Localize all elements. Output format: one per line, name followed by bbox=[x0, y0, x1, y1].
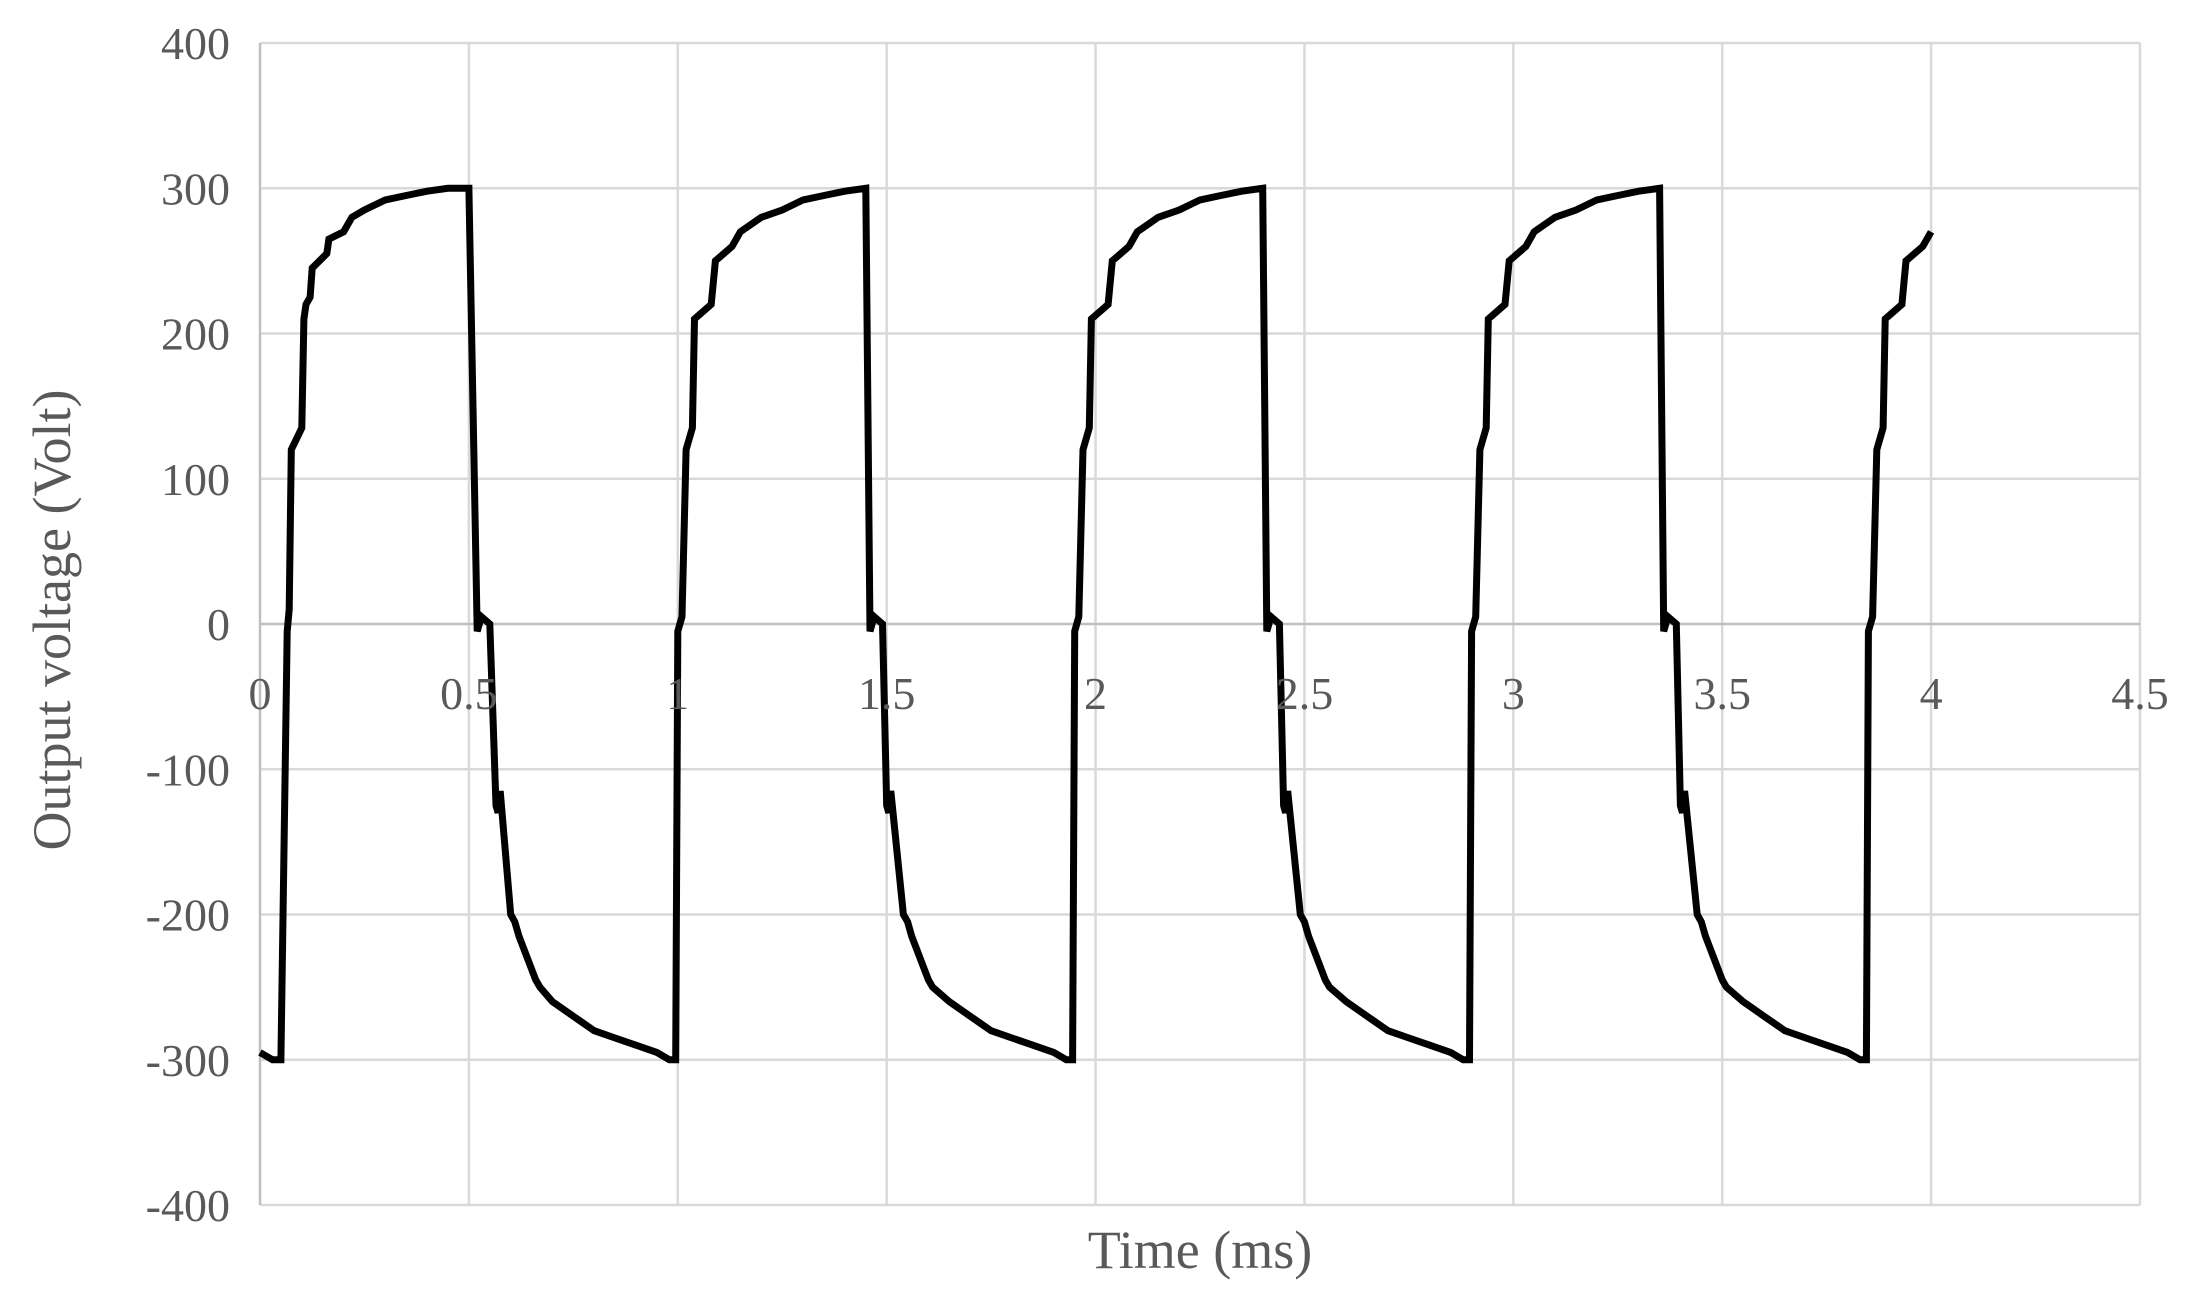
x-tick-label: 1.5 bbox=[858, 668, 916, 719]
y-tick-label: 200 bbox=[161, 309, 230, 360]
x-tick-label: 3 bbox=[1502, 668, 1525, 719]
y-tick-label: -300 bbox=[146, 1035, 230, 1086]
y-tick-label: -400 bbox=[146, 1180, 230, 1231]
x-tick-label: 2 bbox=[1084, 668, 1107, 719]
y-tick-label: 0 bbox=[207, 599, 230, 650]
series-group bbox=[258, 184, 1935, 1064]
y-tick-label: 300 bbox=[161, 163, 230, 214]
x-tick-label: 0.5 bbox=[440, 668, 498, 719]
x-tick-label: 3.5 bbox=[1693, 668, 1751, 719]
x-axis-title: Time (ms) bbox=[1088, 1220, 1313, 1280]
x-tick-label: 4 bbox=[1920, 668, 1943, 719]
x-tick-label: 0 bbox=[249, 668, 272, 719]
x-tick-label: 1 bbox=[666, 668, 689, 719]
x-tick-label: 4.5 bbox=[2111, 668, 2169, 719]
y-tick-label: 100 bbox=[161, 454, 230, 505]
y-axis-title: Output voltage (Volt) bbox=[22, 390, 82, 851]
x-tick-labels: 0 0.5 1 1.5 2 2.5 3 3.5 4 4.5 bbox=[249, 668, 2169, 719]
axes bbox=[258, 43, 2140, 1205]
y-tick-labels: 400 300 200 100 0 -100 -200 -300 -400 bbox=[146, 18, 230, 1231]
y-tick-label: 400 bbox=[161, 18, 230, 69]
y-tick-label: -100 bbox=[146, 744, 230, 795]
series-line bbox=[258, 184, 1935, 1064]
x-tick-label: 2.5 bbox=[1276, 668, 1334, 719]
y-tick-label: -200 bbox=[146, 890, 230, 941]
